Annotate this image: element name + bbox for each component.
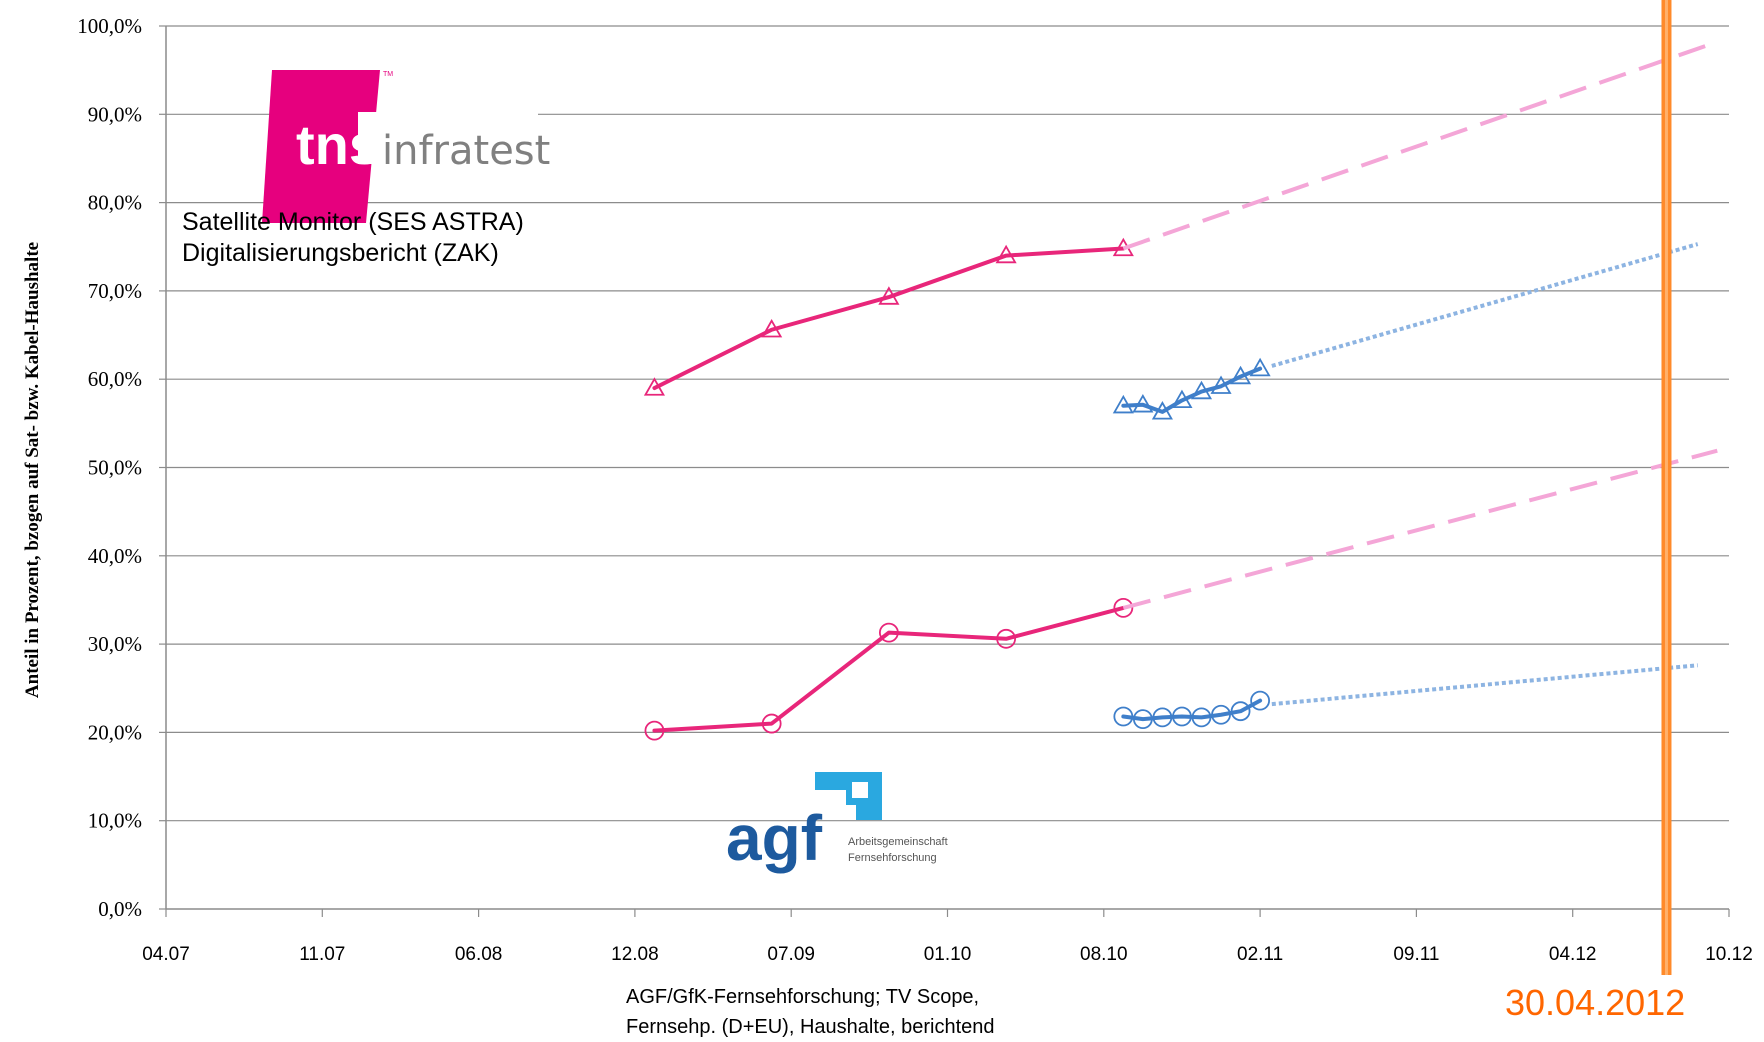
y-axis-label: Anteil in Prozent, bzogen auf Sat- bzw. … (22, 242, 43, 698)
data-point-triangle (1249, 357, 1271, 377)
y-tick-label: 60,0% (88, 367, 142, 391)
source-caption-left-line-1: Satellite Monitor (SES ASTRA) (182, 208, 524, 236)
x-tick-label: 08.10 (1080, 944, 1128, 965)
reference-date-label: 30.04.2012 (1505, 982, 1686, 1023)
x-tick-label: 10.12 (1705, 944, 1753, 965)
x-tick-label: 01.10 (924, 944, 972, 965)
x-tick-label: 11.07 (299, 944, 345, 965)
tns-logo-tm: TM (383, 71, 393, 78)
tns-logo-text: tns (296, 113, 380, 176)
data-point-triangle (1230, 365, 1252, 385)
x-tick-label: 04.07 (142, 944, 190, 965)
data-point-triangle (761, 318, 783, 338)
x-tick-label: 07.09 (767, 944, 815, 965)
series-line-2 (1122, 40, 1718, 251)
source-caption-bottom: AGF/GfK-Fernsehforschung; TV Scope, Fern… (626, 982, 995, 1042)
data-point-circle (1250, 690, 1270, 711)
agf-logo: agf Arbeitsgemeinschaft Fernsehforschung (726, 772, 948, 874)
x-tick-label: 04.12 (1549, 944, 1597, 965)
x-tick-label: 06.08 (455, 944, 503, 965)
y-tick-label: 50,0% (88, 456, 142, 480)
series-layer (643, 40, 1718, 741)
data-point-circle (1132, 709, 1153, 730)
tns-logo-shape (262, 70, 380, 223)
tns-logo-backing (358, 112, 538, 164)
agf-logo-mark (815, 772, 882, 820)
data-point-triangle (643, 377, 665, 396)
agf-logo-mark-inner (852, 782, 868, 798)
x-tick-label: 09.11 (1393, 944, 1439, 965)
y-tick-label: 10,0% (88, 809, 142, 833)
series-line-8 (1271, 663, 1698, 707)
data-point-triangle (1132, 393, 1154, 413)
series-line-4 (1122, 448, 1718, 610)
data-point-triangle (995, 244, 1017, 264)
data-point-circle (761, 713, 782, 734)
y-tick-labels: 0,0% 10,0% 20,0% 30,0% 40,0% 50,0% 60,0% 70,0% 8… (77, 14, 142, 921)
source-caption-bottom-line-1: AGF/GfK-Fernsehforschung; TV Scope, (626, 986, 980, 1008)
y-tick-label: 40,0% (88, 544, 142, 568)
source-caption-left: Satellite Monitor (SES ASTRA) Digitalisi… (182, 207, 524, 269)
x-tick-label: 02.11 (1237, 944, 1283, 965)
data-point-circle (996, 628, 1017, 649)
data-point-triangle (1151, 401, 1173, 420)
data-point-triangle (1112, 394, 1134, 414)
x-tick-label: 12.08 (611, 944, 659, 965)
gridlines (166, 25, 1729, 822)
axes (159, 25, 1730, 917)
data-point-circle (1191, 707, 1212, 728)
data-point-circle (1152, 707, 1173, 728)
data-point-circle (1230, 701, 1251, 722)
agf-logo-subtext-2: Fernsehforschung (848, 852, 937, 864)
source-caption-bottom-line-2: Fernsehp. (D+EU), Haushalte, berichtend (626, 1016, 995, 1038)
series-line-5 (1121, 366, 1263, 414)
y-tick-label: 30,0% (88, 632, 142, 656)
data-point-circle (644, 720, 665, 741)
tns-logo-suffix: infratest (382, 128, 550, 174)
data-point-triangle (1171, 389, 1193, 409)
source-caption-left-line-2: Digitalisierungsbericht (ZAK) (182, 239, 499, 267)
y-tick-label: 0,0% (98, 897, 142, 921)
data-point-triangle (1210, 375, 1232, 394)
series-line-1 (652, 246, 1126, 391)
data-point-circle (1211, 704, 1231, 725)
data-point-triangle (1190, 380, 1213, 400)
data-point-circle (1113, 597, 1134, 618)
data-point-circle (878, 622, 899, 643)
y-tick-label: 90,0% (88, 102, 142, 126)
y-tick-label: 100,0% (77, 14, 142, 38)
series-line-6 (1271, 242, 1699, 368)
x-tick-labels: 04.07 11.07 06.08 12.08 07.09 01.10 08.10 02.11… (142, 944, 1753, 965)
tns-infratest-logo: tns TM infratest (262, 70, 550, 223)
y-tick-label: 80,0% (88, 191, 142, 215)
agf-logo-subtext-1: Arbeitsgemeinschaft (848, 836, 948, 848)
agf-logo-text: agf (726, 802, 823, 874)
y-tick-label: 70,0% (88, 279, 142, 303)
data-point-circle (1113, 706, 1134, 727)
data-point-circle (1172, 706, 1192, 727)
y-tick-label: 20,0% (88, 720, 142, 744)
series-line-3 (652, 605, 1126, 733)
data-point-triangle (878, 286, 900, 305)
